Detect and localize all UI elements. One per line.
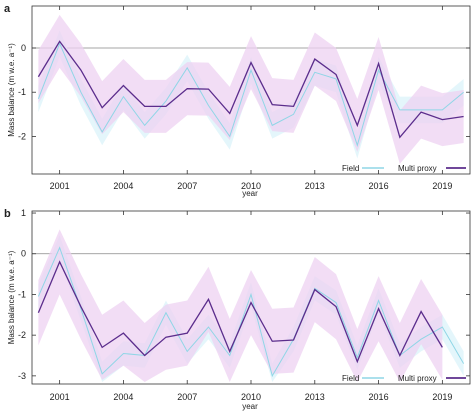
x-tick-label: 2004 (113, 392, 133, 402)
x-tick-label: 2001 (50, 181, 70, 191)
panel-letter: b (4, 208, 11, 220)
x-tick-label: 2004 (113, 181, 133, 191)
y-tick-label: 1 (21, 208, 26, 218)
y-tick-label: -1 (18, 87, 26, 97)
series-line-multi-proxy (37, 260, 443, 364)
panel-letter: a (4, 3, 11, 15)
plot-area (32, 229, 470, 382)
x-tick-label: 2007 (177, 392, 197, 402)
x-tick-label: 2010 (241, 181, 261, 191)
legend-label: Field (342, 164, 359, 173)
x-tick-label: 2019 (432, 392, 452, 402)
y-tick-label: 0 (21, 43, 26, 53)
y-tick-label: 0 (21, 249, 26, 259)
plot-area (32, 14, 470, 164)
series-line-multi-proxy (37, 40, 464, 139)
legend-label: Multi proxy (398, 164, 437, 173)
x-tick-label: 2001 (50, 392, 70, 402)
x-tick-label: 2013 (305, 392, 325, 402)
x-axis-label: year (242, 402, 258, 411)
x-tick-label: 2016 (369, 181, 389, 191)
x-tick-label: 2007 (177, 181, 197, 191)
uncertainty-band-multi-proxy (38, 229, 443, 382)
legend-label: Field (342, 374, 359, 383)
x-tick-label: 2016 (369, 392, 389, 402)
y-axis-label: Mass balance (m w.e. a⁻¹) (7, 43, 16, 137)
panel-b: 2001 2004 2007 2010 2013 2016 2019 1 0 -1 -2 -3 year… (4, 208, 471, 411)
legend: Field Multi proxy (342, 164, 466, 173)
y-tick-label: -3 (18, 371, 26, 381)
x-tick-label: 2010 (241, 392, 261, 402)
y-tick-label: -2 (18, 131, 26, 141)
series-line-field (37, 42, 464, 147)
series-line-field (37, 246, 465, 378)
panel-a: 2001 2004 2007 2010 2013 2016 2019 0 -1 -2 year Mas… (4, 3, 471, 198)
legend-label: Multi proxy (398, 374, 437, 383)
y-tick-label: -2 (18, 330, 26, 340)
legend: Field Multi proxy (342, 374, 466, 383)
x-tick-label: 2013 (305, 181, 325, 191)
x-axis-label: year (242, 189, 258, 198)
y-tick-label: -1 (18, 289, 26, 299)
x-tick-label: 2019 (432, 181, 452, 191)
y-axis-label: Mass balance (m w.e. a⁻¹) (7, 250, 16, 344)
